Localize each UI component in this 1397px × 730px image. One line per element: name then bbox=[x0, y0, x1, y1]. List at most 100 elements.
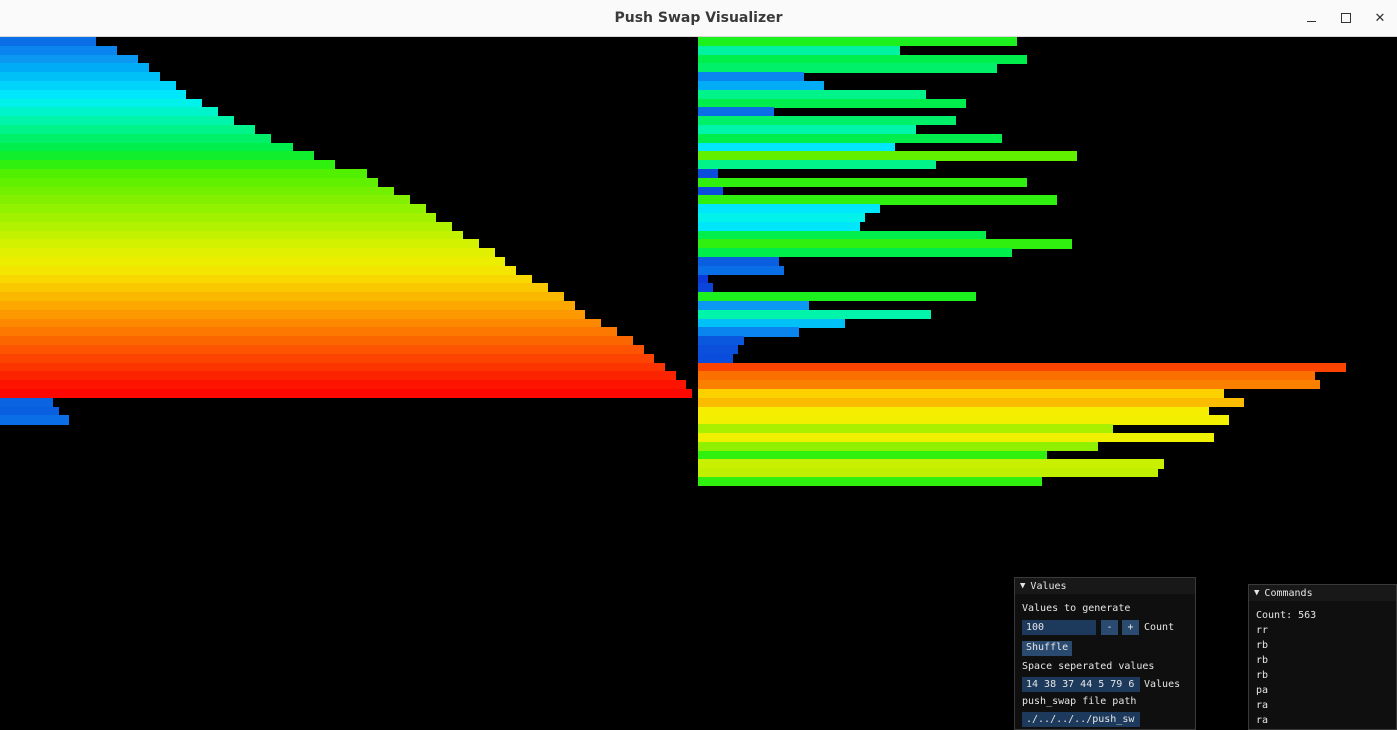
stack-a-bar bbox=[0, 397, 53, 408]
stack-b-bar bbox=[698, 186, 723, 196]
commands-panel: ▼ Commands Count: 563 rr rb rb rb pa ra ra bbox=[1248, 584, 1397, 730]
stack-b-bar bbox=[698, 424, 1113, 434]
command-item[interactable]: rb bbox=[1256, 670, 1269, 681]
stack-a-bar bbox=[0, 186, 394, 196]
stack-a-bar bbox=[0, 362, 665, 372]
maximize-button[interactable] bbox=[1333, 6, 1359, 30]
push-swap-path-input[interactable]: ./../../../push_sw bbox=[1022, 712, 1140, 727]
stack-a-bar bbox=[0, 353, 654, 364]
stack-b-bar bbox=[698, 116, 956, 126]
stack-b-bar bbox=[698, 257, 779, 267]
stack-b-bar bbox=[698, 177, 1027, 188]
collapse-triangle-icon[interactable]: ▼ bbox=[1254, 588, 1260, 598]
stack-a-bar bbox=[0, 54, 138, 64]
stack-a-bar bbox=[0, 406, 59, 416]
command-item[interactable]: pa bbox=[1256, 685, 1269, 696]
collapse-triangle-icon[interactable]: ▼ bbox=[1020, 581, 1026, 591]
values-to-generate-label: Values to generate bbox=[1022, 603, 1131, 614]
count-input[interactable]: 100 bbox=[1022, 620, 1096, 635]
stack-a-bar bbox=[0, 336, 633, 346]
command-item[interactable]: rr bbox=[1256, 625, 1269, 636]
stack-a-bar bbox=[0, 72, 160, 82]
stack-a-bar bbox=[0, 37, 96, 47]
commands-panel-header[interactable]: ▼ Commands bbox=[1249, 585, 1396, 601]
stack-b-bar bbox=[698, 283, 713, 293]
stack-b-bar bbox=[698, 72, 804, 82]
stack-b-bar bbox=[698, 45, 900, 56]
stack-a-bar bbox=[0, 221, 452, 232]
command-count: Count: 563 bbox=[1256, 610, 1317, 621]
command-item[interactable]: rb bbox=[1256, 640, 1269, 651]
stack-b-bar bbox=[698, 274, 708, 284]
stack-b-bar bbox=[698, 98, 966, 108]
stack-b-bar bbox=[698, 318, 845, 328]
stack-a-bar bbox=[0, 81, 176, 91]
stack-a-bar bbox=[0, 309, 585, 320]
stack-b-bar bbox=[698, 63, 997, 73]
stack-b-bar bbox=[698, 160, 936, 170]
values-input[interactable]: 14 38 37 44 5 79 6 bbox=[1022, 677, 1140, 692]
maximize-icon bbox=[1341, 13, 1351, 23]
stack-b-bar bbox=[698, 89, 926, 100]
stack-b-visualization bbox=[698, 37, 1397, 497]
stack-b-bar bbox=[698, 477, 1042, 487]
stack-b-bar bbox=[698, 397, 1244, 408]
stack-b-bar bbox=[698, 248, 1012, 258]
stack-a-bar bbox=[0, 274, 532, 284]
stack-a-bar bbox=[0, 142, 293, 152]
stack-a-bar bbox=[0, 98, 202, 108]
stack-a-bar bbox=[0, 380, 686, 390]
stack-b-bar bbox=[698, 406, 1209, 416]
title-bar: Push Swap Visualizer ✕ bbox=[0, 0, 1397, 37]
count-label: Count bbox=[1144, 622, 1175, 633]
command-item[interactable]: ra bbox=[1256, 700, 1269, 711]
stack-b-bar bbox=[698, 301, 809, 311]
values-panel: ▼ Values Values to generate 100 - + Coun… bbox=[1014, 577, 1196, 730]
stack-b-bar bbox=[698, 107, 774, 117]
window-title: Push Swap Visualizer bbox=[614, 10, 783, 26]
stack-a-bar bbox=[0, 283, 548, 293]
stack-b-bar bbox=[698, 459, 1164, 469]
stack-a-bar bbox=[0, 89, 186, 100]
stack-a-bar bbox=[0, 169, 367, 179]
push-swap-path-label: push_swap file path bbox=[1022, 696, 1137, 707]
stack-a-bar bbox=[0, 63, 149, 73]
commands-panel-title: Commands bbox=[1264, 587, 1313, 599]
stack-b-bar bbox=[698, 54, 1027, 64]
stack-a-bar bbox=[0, 257, 505, 267]
decrement-button[interactable]: - bbox=[1101, 620, 1118, 635]
stack-b-bar bbox=[698, 380, 1320, 390]
increment-button[interactable]: + bbox=[1122, 620, 1139, 635]
stack-b-bar bbox=[698, 151, 1077, 161]
stack-a-bar bbox=[0, 327, 617, 337]
stack-a-bar bbox=[0, 177, 378, 188]
stack-b-bar bbox=[698, 133, 1002, 144]
values-suffix-label: Values bbox=[1144, 679, 1181, 690]
command-item[interactable]: rb bbox=[1256, 655, 1269, 666]
stack-a-bar bbox=[0, 195, 410, 205]
space-separated-label: Space seperated values bbox=[1022, 661, 1155, 672]
stack-a-bar bbox=[0, 133, 271, 144]
shuffle-button[interactable]: Shuffle bbox=[1022, 641, 1073, 656]
stack-a-bar bbox=[0, 318, 601, 328]
stack-a-bar bbox=[0, 107, 218, 117]
stack-b-bar bbox=[698, 362, 1346, 372]
stack-a-visualization bbox=[0, 37, 697, 477]
stack-b-bar bbox=[698, 292, 976, 302]
stack-a-bar bbox=[0, 151, 314, 161]
stack-b-bar bbox=[698, 142, 895, 152]
values-panel-header[interactable]: ▼ Values bbox=[1015, 578, 1195, 594]
stack-b-bar bbox=[698, 37, 1017, 47]
stack-b-bar bbox=[698, 468, 1158, 478]
close-button[interactable]: ✕ bbox=[1367, 6, 1393, 30]
minimize-button[interactable] bbox=[1298, 6, 1324, 30]
stack-a-bar bbox=[0, 265, 516, 276]
stack-b-bar bbox=[698, 230, 986, 240]
command-item[interactable]: ra bbox=[1256, 715, 1269, 726]
stack-a-bar bbox=[0, 204, 426, 214]
stack-a-bar bbox=[0, 292, 564, 302]
stack-b-bar bbox=[698, 221, 860, 232]
stack-b-bar bbox=[698, 309, 931, 320]
stack-a-bar bbox=[0, 301, 575, 311]
stack-b-bar bbox=[698, 415, 1229, 425]
